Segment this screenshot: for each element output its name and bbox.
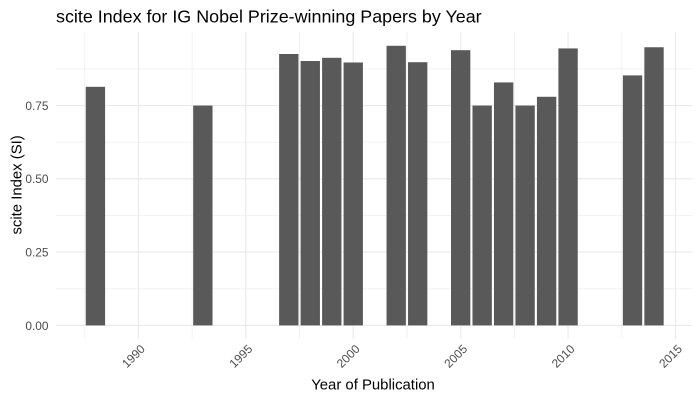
svg-text:scite Index (SI): scite Index (SI) — [10, 135, 26, 234]
svg-text:Year of Publication: Year of Publication — [311, 378, 435, 394]
svg-text:scite Index for IG Nobel Prize: scite Index for IG Nobel Prize-winning P… — [56, 6, 482, 26]
svg-text:0.75: 0.75 — [25, 99, 49, 113]
svg-text:0.25: 0.25 — [25, 245, 49, 259]
svg-text:0.50: 0.50 — [25, 172, 49, 186]
svg-text:0.00: 0.00 — [25, 319, 49, 333]
